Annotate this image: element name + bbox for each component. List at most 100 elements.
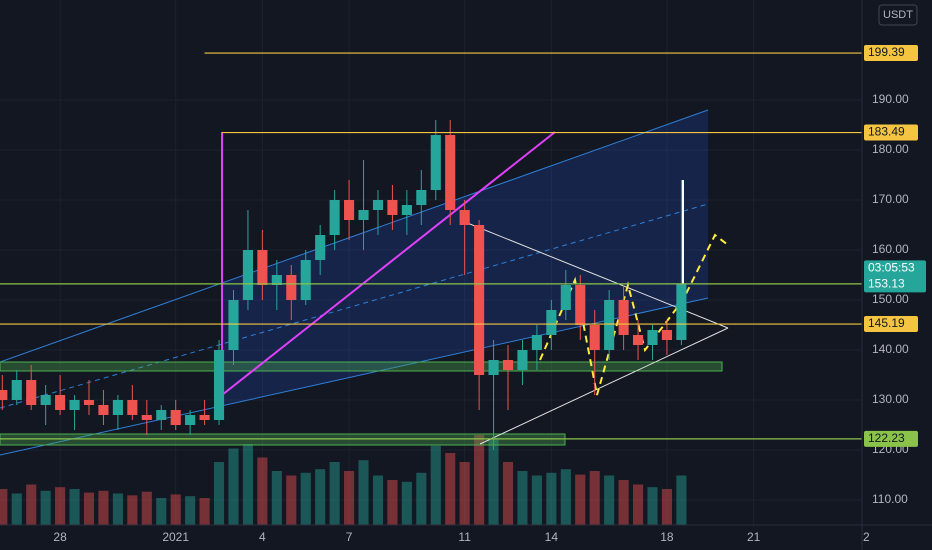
candle-body xyxy=(83,400,95,405)
x-tick-label: 2 xyxy=(863,530,870,544)
countdown: 03:05:53 xyxy=(868,261,915,275)
volume-bar xyxy=(257,457,268,525)
candle-body xyxy=(604,300,615,350)
level-box xyxy=(864,430,918,447)
candle-body xyxy=(387,200,398,215)
x-tick-label: 2021 xyxy=(162,530,189,544)
candle-body xyxy=(11,380,22,400)
volume-bar xyxy=(0,489,8,525)
volume-bar xyxy=(242,444,253,525)
y-tick-label: 190.00 xyxy=(872,92,909,106)
candle-body xyxy=(141,415,152,420)
triangle-line xyxy=(479,327,729,445)
volume-bar xyxy=(560,469,571,525)
volume-bar xyxy=(430,445,441,525)
y-tick-label: 110.00 xyxy=(872,492,908,506)
last-price-box xyxy=(864,260,926,293)
level-label: 145.19 xyxy=(868,316,905,330)
volume-bar xyxy=(199,498,210,525)
y-tick-label: 170.00 xyxy=(872,192,909,206)
x-tick-label: 7 xyxy=(346,530,353,544)
candle-body xyxy=(531,335,542,350)
volume-bar xyxy=(459,462,470,525)
candle-body xyxy=(459,210,470,225)
volume-bar xyxy=(300,472,311,525)
y-tick-label: 130.00 xyxy=(872,392,909,406)
candle-body xyxy=(517,350,528,370)
support-zone xyxy=(0,361,723,372)
candle-body xyxy=(55,395,66,410)
y-tick-label: 150.00 xyxy=(872,292,909,306)
candle-body xyxy=(416,190,427,205)
magenta-line xyxy=(221,131,556,396)
volume-bar xyxy=(141,491,152,525)
y-tick-label: 140.00 xyxy=(872,342,909,356)
volume-bar xyxy=(445,453,456,525)
volume-bar xyxy=(228,448,239,525)
volume-bar xyxy=(185,496,196,525)
level-label: 199.39 xyxy=(868,45,905,59)
candle-body xyxy=(156,410,167,420)
candle-body xyxy=(661,330,673,340)
volume-bar xyxy=(372,475,384,525)
volume-bar xyxy=(83,492,95,525)
volume-layer xyxy=(0,435,687,525)
volume-bar xyxy=(170,494,181,525)
candle-body xyxy=(286,275,297,300)
volume-bar xyxy=(271,471,282,525)
x-tick-label: 11 xyxy=(458,530,471,544)
candle-body xyxy=(98,405,109,415)
candle-body xyxy=(430,135,441,190)
candle-body xyxy=(546,310,557,335)
candle-body xyxy=(676,284,687,340)
volume-bar xyxy=(618,480,629,525)
volume-bar xyxy=(69,489,80,525)
candle-body xyxy=(647,330,658,345)
volume-bar xyxy=(358,460,369,525)
volume-bar xyxy=(315,469,326,525)
volume-bar xyxy=(647,487,658,525)
volume-bar xyxy=(401,481,412,525)
candle-body xyxy=(445,135,456,210)
level-box xyxy=(864,45,918,62)
candle-body xyxy=(618,300,629,335)
y-tick-label: 180.00 xyxy=(872,142,909,156)
last-price-label: 153.13 xyxy=(868,277,905,291)
candle-body xyxy=(315,235,326,260)
candle-body xyxy=(228,300,239,350)
candle-body xyxy=(69,400,80,410)
level-box xyxy=(864,124,918,141)
x-tick-label: 28 xyxy=(53,530,67,544)
candle-body xyxy=(560,285,571,310)
level-label: 183.49 xyxy=(868,125,905,139)
volume-bar xyxy=(344,471,355,525)
candle-body xyxy=(401,205,412,215)
volume-bar xyxy=(156,498,167,525)
projection xyxy=(539,233,729,396)
volume-bar xyxy=(40,490,51,525)
currency-box[interactable] xyxy=(878,4,918,26)
volume-bar xyxy=(213,462,225,525)
candle-body xyxy=(257,250,268,285)
volume-bar xyxy=(127,495,138,525)
volume-bar xyxy=(589,471,600,525)
candle-body xyxy=(271,275,282,285)
candle-body xyxy=(127,400,138,415)
currency: USDT xyxy=(883,9,913,21)
candle-body xyxy=(112,400,123,415)
x-tick-label: 14 xyxy=(545,530,559,544)
candle-body xyxy=(329,200,340,235)
x-tick-label: 21 xyxy=(747,530,761,544)
candle-body xyxy=(40,395,51,405)
volume-bar xyxy=(98,490,109,525)
volume-bar xyxy=(11,493,22,525)
candle-body xyxy=(185,415,196,425)
x-tick-label: 4 xyxy=(259,530,266,544)
candle-body xyxy=(213,350,225,420)
levels xyxy=(0,52,862,440)
volume-bar xyxy=(531,475,542,525)
volume-bar xyxy=(661,489,673,525)
axis-labels: 110.00120.00130.00140.00150.00160.00170.… xyxy=(53,45,926,544)
level-box xyxy=(864,316,918,333)
